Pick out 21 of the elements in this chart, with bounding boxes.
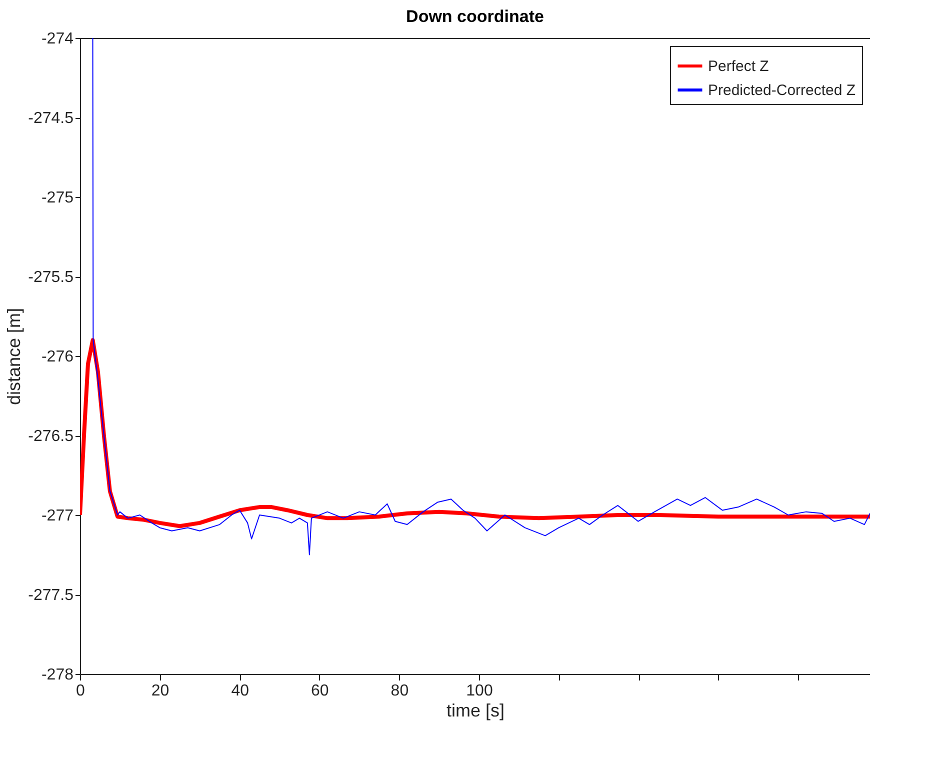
x-tick-label: 20 xyxy=(151,682,170,700)
x-tick-label: 40 xyxy=(231,682,250,700)
legend-label: Predicted-Corrected Z xyxy=(708,82,856,99)
y-tick-label: -275 xyxy=(41,190,74,206)
x-tick-label: 80 xyxy=(390,682,409,700)
y-tick-label: -276 xyxy=(41,348,74,366)
line-series xyxy=(92,38,870,556)
y-tick-label: -275.5 xyxy=(28,269,74,286)
x-tick-label: 0 xyxy=(76,682,86,700)
y-tick-label: -278 xyxy=(41,666,74,684)
y-axis-title: distance [m] xyxy=(4,308,24,406)
y-tick-label: -274 xyxy=(41,30,74,48)
y-tick-label: -277.5 xyxy=(28,587,74,604)
x-tick-label: 60 xyxy=(310,682,329,700)
y-tick-label: -276.5 xyxy=(28,428,74,445)
chart-title: Down coordinate xyxy=(406,7,544,26)
y-tick-label: -277 xyxy=(41,508,74,524)
x-axis-title: time [s] xyxy=(446,700,505,720)
x-tick-label: 100 xyxy=(466,682,493,700)
legend-label: Perfect Z xyxy=(708,58,769,75)
y-tick-label: -274.5 xyxy=(28,110,74,127)
